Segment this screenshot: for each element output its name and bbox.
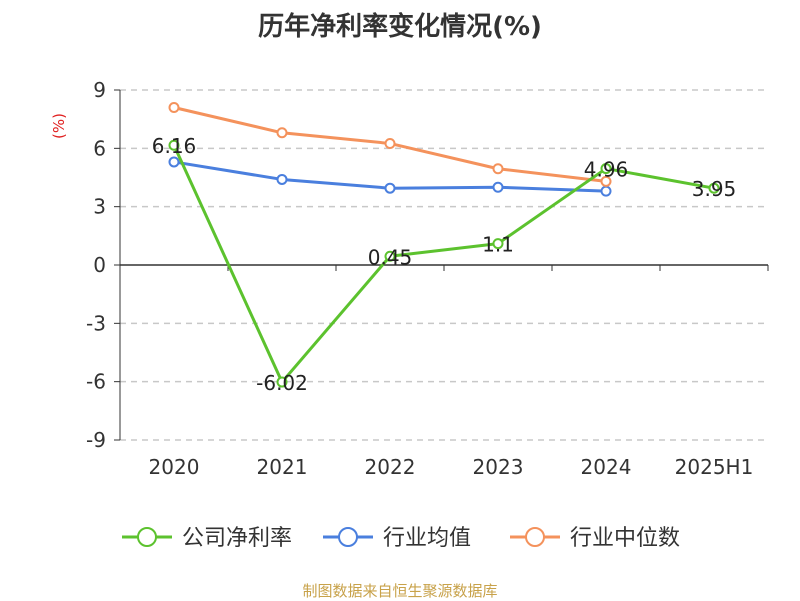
- data-point: [276, 127, 288, 139]
- x-tick-label: 2025H1: [675, 455, 754, 479]
- data-point: [600, 175, 612, 187]
- legend-item[interactable]: 行业均值: [323, 526, 471, 551]
- legend-marker: [338, 527, 358, 547]
- data-point: [600, 163, 612, 175]
- data-point: [384, 250, 396, 262]
- grid-lines: [120, 89, 768, 441]
- x-tick-label: 2023: [473, 455, 524, 479]
- axes: [114, 89, 769, 441]
- legend-marker: [525, 527, 545, 547]
- data-point: [168, 156, 180, 168]
- data-label: -6.02: [256, 371, 308, 395]
- chart-title: 历年净利率变化情况(%): [258, 12, 542, 42]
- x-tick-label: 2022: [365, 455, 416, 479]
- data-point: [708, 182, 720, 194]
- x-tick-label: 2020: [149, 455, 200, 479]
- y-tick-label: 3: [93, 195, 106, 219]
- data-label: 3.95: [692, 177, 737, 201]
- data-labels: 6.16 -6.02 0.45 1.1 4.96 3.95: [152, 134, 737, 395]
- y-axis-unit: (%): [50, 113, 68, 139]
- data-point: [492, 181, 504, 193]
- data-point: [492, 163, 504, 175]
- y-tick-label: -6: [86, 370, 106, 394]
- x-tick-labels: 2020 2021 2022 2023 2024 2025H1: [149, 455, 754, 479]
- legend-label: 公司净利率: [182, 526, 292, 551]
- data-point: [276, 173, 288, 185]
- data-label: 1.1: [482, 233, 514, 257]
- data-point: [168, 139, 180, 151]
- series-lines: [168, 102, 720, 388]
- data-point: [600, 185, 612, 197]
- y-tick-label: 0: [93, 253, 106, 277]
- data-point: [384, 137, 396, 149]
- legend-item[interactable]: 公司净利率: [122, 526, 292, 551]
- x-tick-label: 2024: [581, 455, 632, 479]
- legend: 公司净利率 行业均值 行业中位数: [122, 526, 680, 551]
- y-tick-label: 6: [93, 136, 106, 160]
- legend-marker: [137, 527, 157, 547]
- data-point: [492, 238, 504, 250]
- data-source-note: 制图数据来自恒生聚源数据库: [302, 582, 498, 600]
- data-point: [276, 376, 288, 388]
- data-label: 4.96: [584, 158, 629, 182]
- legend-label: 行业均值: [383, 526, 471, 551]
- y-tick-label: 9: [93, 78, 106, 102]
- data-point: [168, 102, 180, 113]
- data-label: 0.45: [368, 245, 413, 269]
- x-tick-label: 2021: [257, 455, 308, 479]
- series-line-0: [172, 144, 715, 384]
- y-tick-label: -3: [86, 311, 106, 335]
- legend-label: 行业中位数: [570, 526, 680, 551]
- legend-item[interactable]: 行业中位数: [510, 526, 680, 551]
- data-label: 6.16: [152, 134, 197, 158]
- y-tick-label: -9: [86, 428, 106, 452]
- y-tick-labels: -9 -6 -3 0 3 6 9: [86, 78, 106, 452]
- data-point: [384, 182, 396, 194]
